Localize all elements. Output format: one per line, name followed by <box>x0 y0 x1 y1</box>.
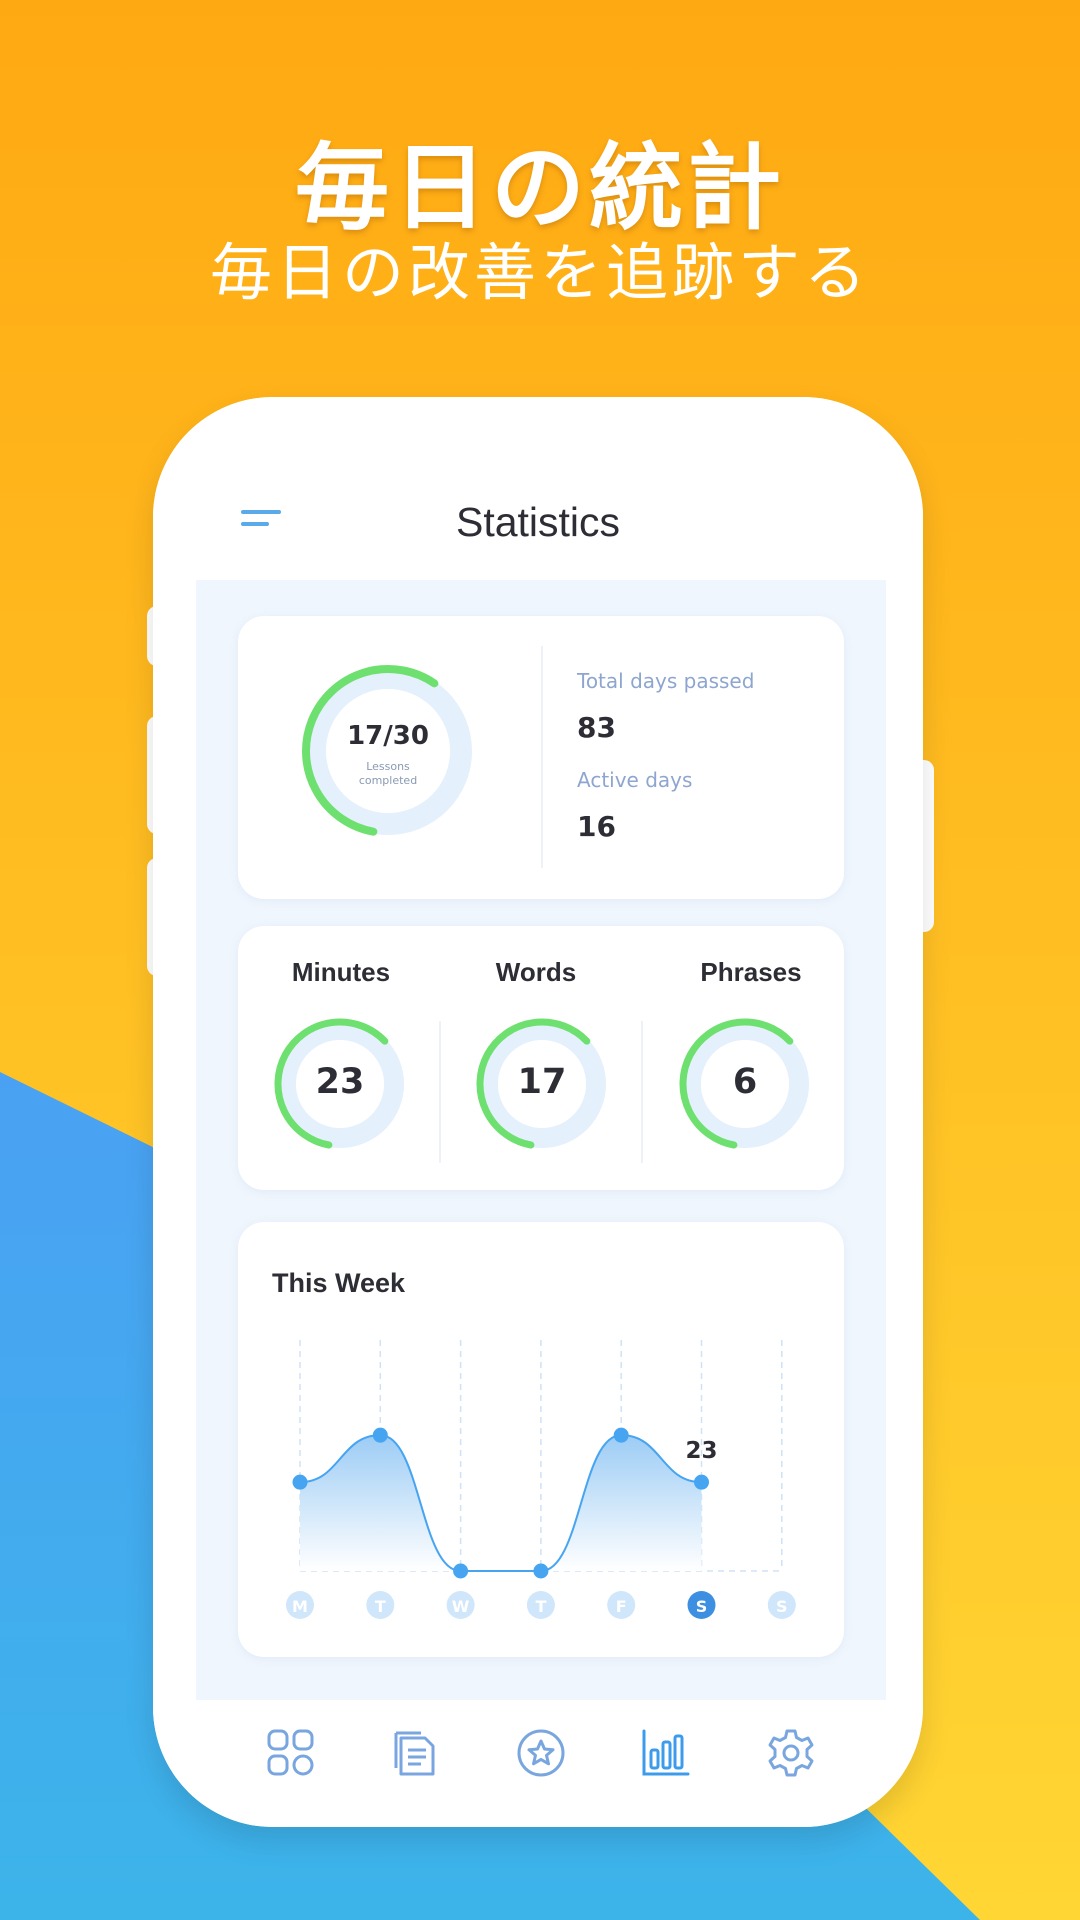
chart-data-point <box>533 1563 549 1579</box>
minutes-ring-graphic <box>274 1018 404 1149</box>
ring-inner <box>498 1040 586 1128</box>
lessons-progress-ring: 17/30 Lessons completed <box>298 661 478 841</box>
menu-line <box>241 522 269 526</box>
chart-data-point <box>694 1474 709 1490</box>
settings-gear-icon[interactable] <box>766 1728 816 1778</box>
statistics-chart-icon[interactable] <box>641 1728 691 1778</box>
day-tick-label: T <box>535 1597 546 1616</box>
minutes-label: Minutes <box>291 957 391 987</box>
ring-progress-arc <box>476 1018 591 1149</box>
menu-icon[interactable] <box>241 510 281 530</box>
promo-headline: 毎日の統計 <box>294 134 785 243</box>
weekly-area-chart: 23 M T W T F S S <box>286 1340 796 1619</box>
ring-progress-arc <box>302 665 439 836</box>
promo-subheadline: 毎日の改善を追跡する <box>209 236 870 309</box>
summary-card: 17/30 Lessons completed Total days passe… <box>238 616 844 899</box>
lessons-caption-1: Lessons <box>366 760 410 773</box>
phrases-label: Phrases <box>700 957 802 987</box>
menu-line <box>241 510 281 514</box>
lessons-caption-2: completed <box>358 774 418 787</box>
total-days-label: Total days passed <box>577 669 755 693</box>
minutes-value: 23 <box>315 1062 365 1102</box>
day-badge <box>446 1591 475 1619</box>
chart-data-point <box>613 1427 629 1443</box>
metrics-divider <box>439 1021 441 1163</box>
chart-data-point <box>292 1474 308 1490</box>
app-header: Statistics <box>153 397 923 580</box>
phrases-ring: 6 <box>677 1016 813 1152</box>
day-tick-label: M <box>292 1597 308 1616</box>
ring-inner <box>326 689 450 813</box>
weekly-chart-title: This Week <box>272 1268 406 1298</box>
phrases-ring-graphic <box>679 1018 809 1149</box>
ring-track <box>276 1020 404 1148</box>
chart-series-line <box>299 1434 702 1572</box>
day-badge <box>526 1591 555 1619</box>
day-badge <box>687 1591 716 1619</box>
ring-track <box>478 1020 606 1148</box>
day-tick-label: S <box>696 1597 708 1616</box>
lessons-ring-graphic <box>302 665 472 836</box>
words-ring-graphic <box>476 1018 606 1149</box>
words-value: 17 <box>517 1062 567 1102</box>
day-tick-label: T <box>375 1597 386 1616</box>
phrases-value: 6 <box>732 1062 758 1102</box>
metrics-divider <box>641 1021 643 1163</box>
words-ring: 17 <box>474 1016 610 1152</box>
lessons-icon[interactable] <box>391 1728 441 1778</box>
day-badge <box>607 1591 636 1619</box>
page-title: Statistics <box>455 499 621 545</box>
summary-divider <box>541 646 543 868</box>
ring-progress-arc <box>679 1018 794 1149</box>
metrics-card: Minutes Words Phrases 23 17 <box>238 926 844 1190</box>
active-days-label: Active days <box>577 768 693 792</box>
weekly-chart-card: This Week 23 M T W T F S S <box>238 1222 844 1657</box>
day-badge <box>366 1591 395 1619</box>
day-badge <box>767 1591 796 1619</box>
chart-data-point <box>372 1427 388 1443</box>
ring-inner <box>701 1040 789 1128</box>
phone-mockup: Statistics 17/30 Lessons completed Total… <box>153 397 923 1827</box>
statistics-content: 17/30 Lessons completed Total days passe… <box>196 580 886 1700</box>
chart-area-fill <box>300 1435 702 1571</box>
words-label: Words <box>495 957 577 987</box>
total-days-value: 83 <box>577 711 616 744</box>
chart-data-point <box>453 1563 469 1579</box>
favorites-star-icon[interactable] <box>516 1728 566 1778</box>
day-tick-label: F <box>616 1597 627 1616</box>
bottom-navigation <box>153 1700 923 1827</box>
ring-track <box>304 667 472 835</box>
minutes-ring: 23 <box>272 1016 408 1152</box>
ring-progress-arc <box>274 1018 389 1149</box>
day-tick-label: S <box>776 1597 788 1616</box>
ring-track <box>681 1020 809 1148</box>
active-days-value: 16 <box>577 810 616 843</box>
day-tick-label: W <box>452 1597 470 1616</box>
lessons-progress-value: 17/30 <box>347 721 429 751</box>
dashboard-icon[interactable] <box>266 1728 316 1778</box>
ring-inner <box>296 1040 384 1128</box>
day-badge <box>286 1591 314 1619</box>
chart-data-label: 23 <box>685 1438 717 1464</box>
